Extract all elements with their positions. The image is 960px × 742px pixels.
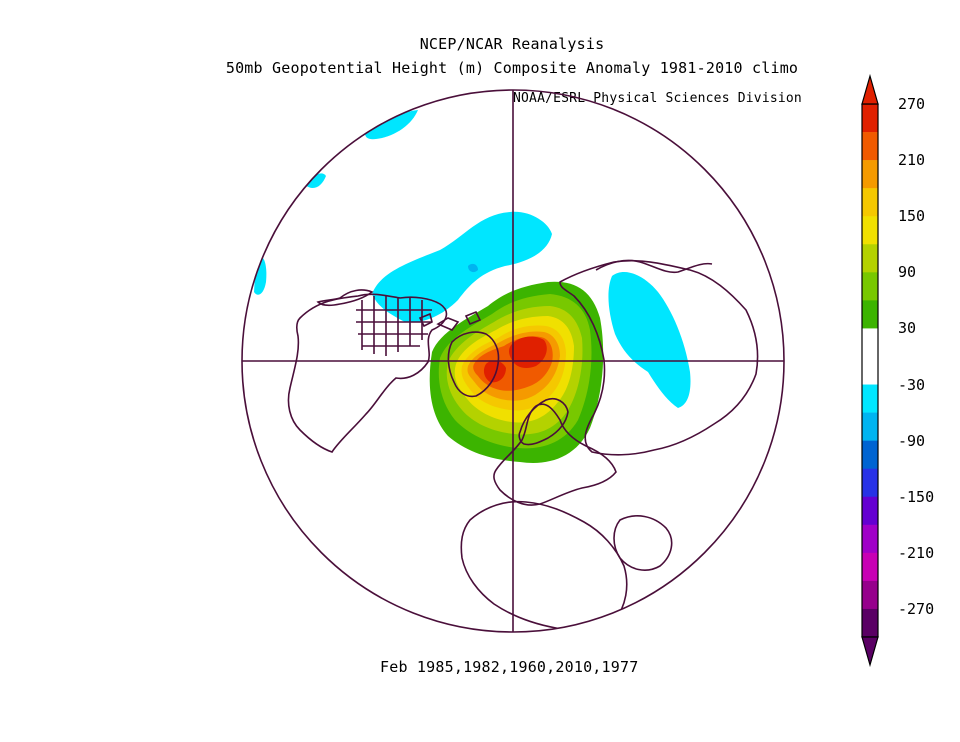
colorbar-label: 150 [898,207,926,226]
arabia-outline [613,515,673,571]
negative-anomaly-east-asia [608,271,691,408]
colorbar-bottom-arrow [861,636,879,668]
colorbar-cell [862,580,878,610]
colorbar-top-arrow [861,73,879,105]
colorbar-label: 90 [898,263,917,282]
colorbar-cell [862,412,878,441]
negative-anomaly-pacific [372,211,552,323]
colorbar-cell [862,216,878,245]
credit-label: NOAA/ESRL Physical Sciences Division [513,91,802,106]
colorbar-cell [862,524,878,554]
colorbar-cell [862,356,878,385]
colorbar-cell [862,384,878,413]
colorbar-cells [861,103,879,638]
colorbar-label: 210 [898,151,926,170]
negative-anomaly-small-north [305,173,326,189]
colorbar-label: -150 [898,487,935,506]
greenland-outline [447,331,500,398]
colorbar-cell [862,272,878,301]
positive-anomaly-240-secondary [483,360,506,383]
us-state-grid [356,296,432,356]
colorbar-label: -30 [898,375,926,394]
page-subtitle: 50mb Geopotential Height (m) Composite A… [225,59,799,77]
asia-outline [559,259,759,456]
date-list: Feb 1985,1982,1960,2010,1977 [380,658,639,676]
colorbar-label: -210 [898,543,935,562]
colorbar-cell [862,188,878,217]
positive-anomaly-240-main [509,336,547,368]
colorbar-cell [862,328,878,357]
colorbar-cell [862,440,878,469]
scandinavia-outline [518,397,569,446]
colorbar-cell [862,244,878,273]
colorbar-cell [862,132,878,161]
north-america-outline [287,293,448,453]
colorbar-cell [862,496,878,526]
colorbar-cell [862,160,878,189]
negative-anomaly-north-atlantic [365,110,418,140]
colorbar-label: -270 [898,599,935,618]
alaska-outline [316,289,374,307]
map-boundary [241,89,785,633]
colorbar-label: 30 [898,319,917,338]
colorbar-label: -90 [898,431,926,450]
siberia-coast-outline [595,259,713,274]
negative-anomaly-pocket [468,263,478,273]
colorbar-cell [862,300,878,329]
page-title: NCEP/NCAR Reanalysis [419,35,605,53]
land-outlines [287,259,759,632]
colorbar-cell [862,552,878,582]
colorbar-label: 270 [898,95,926,113]
colorbar-cell [862,468,878,498]
colorbar-cell [862,104,878,133]
colorbar-cell [862,608,878,638]
canadian-archipelago-outline [418,310,482,331]
